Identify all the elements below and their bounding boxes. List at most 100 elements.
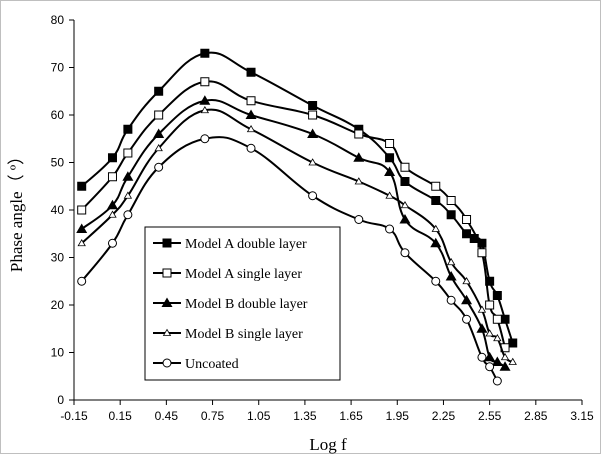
data-point <box>469 234 479 243</box>
data-point <box>431 181 441 191</box>
data-point <box>431 276 441 286</box>
data-point <box>384 166 396 176</box>
data-point <box>445 271 457 281</box>
data-point <box>107 153 117 163</box>
data-point <box>354 124 364 134</box>
data-point <box>107 172 117 182</box>
legend-marker <box>161 297 173 307</box>
data-point <box>354 177 363 185</box>
data-point <box>354 129 364 139</box>
y-axis-title: Phase angle（ º） <box>7 148 26 272</box>
data-point <box>123 124 133 134</box>
data-point <box>476 323 488 333</box>
data-point <box>107 238 117 248</box>
x-tick-label: 2.25 <box>432 409 456 423</box>
data-point <box>493 333 502 342</box>
series-3 <box>76 95 511 371</box>
x-tick-label: 3.15 <box>570 409 594 423</box>
series-5 <box>77 134 502 386</box>
data-point <box>308 158 317 166</box>
series-4 <box>77 105 517 365</box>
legend-marker <box>162 328 172 336</box>
legend-entry: Model B single layer <box>153 327 303 342</box>
data-point <box>508 357 517 365</box>
data-point <box>154 110 164 120</box>
data-point <box>485 329 494 337</box>
data-point <box>308 110 318 120</box>
x-tick-label: 2.85 <box>524 409 548 423</box>
data-point <box>108 210 117 218</box>
data-point <box>76 223 88 233</box>
series-2 <box>77 77 510 353</box>
data-point <box>508 338 518 348</box>
series-1 <box>77 48 518 348</box>
legend-label: Uncoated <box>185 357 239 372</box>
data-point <box>308 191 318 201</box>
data-point <box>246 96 256 106</box>
x-tick-label: 1.35 <box>293 409 317 423</box>
legend-entry: Model B double layer <box>153 297 308 312</box>
data-point <box>485 276 495 286</box>
data-point <box>154 162 164 172</box>
data-point <box>477 352 487 362</box>
data-point <box>77 181 87 191</box>
data-point <box>400 177 410 186</box>
legend-label: Model B single layer <box>185 327 303 342</box>
legend-label: Model A single layer <box>185 267 302 282</box>
data-point <box>245 109 257 119</box>
data-point <box>200 105 210 114</box>
data-point <box>491 356 503 366</box>
data-point <box>431 224 440 232</box>
data-point <box>477 248 487 258</box>
data-point <box>200 48 210 58</box>
data-point <box>246 124 256 133</box>
data-point <box>153 128 165 138</box>
data-point <box>477 305 487 313</box>
data-point <box>353 152 365 162</box>
data-point <box>385 224 395 234</box>
data-point <box>462 215 472 224</box>
data-point <box>446 257 456 266</box>
data-point <box>430 237 442 248</box>
x-axis-title: Log f <box>309 435 347 454</box>
data-point <box>123 148 133 158</box>
legend-entry: Model A single layer <box>153 267 302 282</box>
series-line <box>80 136 499 382</box>
x-tick-label: 1.05 <box>247 409 271 423</box>
data-point <box>385 191 394 199</box>
data-point <box>446 210 456 220</box>
data-point <box>462 276 471 285</box>
data-point <box>106 199 118 210</box>
data-point <box>462 229 472 239</box>
data-point <box>484 351 496 362</box>
data-point <box>77 238 86 247</box>
x-tick-label: 0.15 <box>109 409 133 423</box>
data-point <box>246 143 256 153</box>
y-tick-label: 50 <box>51 156 65 170</box>
data-point <box>354 215 364 224</box>
data-point <box>400 162 410 172</box>
x-tick-label: -0.15 <box>60 409 88 423</box>
data-point <box>246 67 256 77</box>
data-point <box>123 191 133 199</box>
data-point <box>431 196 441 205</box>
data-point <box>446 196 456 205</box>
data-point <box>492 291 502 300</box>
y-tick-label: 20 <box>51 298 65 312</box>
legend: Model A double layer Model A single layer… <box>144 226 341 381</box>
data-point <box>308 101 318 110</box>
data-point <box>492 376 502 386</box>
y-tick-label: 40 <box>51 203 65 217</box>
legend-marker <box>162 358 172 368</box>
legend-entry: Model A double layer <box>153 237 307 252</box>
data-point <box>385 139 395 148</box>
data-point <box>200 134 210 144</box>
ticks: -0.15 0.15 0.45 0.75 1.05 1.35 1.65 1.95 2.25 2.5… <box>51 13 594 423</box>
series-layer <box>76 48 518 386</box>
data-point <box>446 295 456 305</box>
data-point <box>500 352 510 361</box>
data-point <box>400 200 410 209</box>
data-point <box>200 77 210 87</box>
